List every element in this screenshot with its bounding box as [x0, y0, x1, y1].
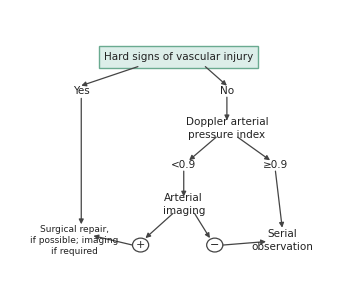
Text: Arterial
imaging: Arterial imaging	[163, 193, 205, 216]
Text: No: No	[220, 86, 234, 96]
FancyBboxPatch shape	[99, 46, 258, 68]
Text: −: −	[210, 240, 220, 250]
Text: ≥0.9: ≥0.9	[263, 160, 288, 170]
Text: Serial
observation: Serial observation	[251, 229, 313, 252]
Text: +: +	[136, 240, 145, 250]
Text: Hard signs of vascular injury: Hard signs of vascular injury	[104, 52, 253, 62]
Text: Surgical repair,
if possible; imaging
if required: Surgical repair, if possible; imaging if…	[30, 225, 119, 256]
Text: Yes: Yes	[73, 86, 90, 96]
Text: <0.9: <0.9	[171, 160, 196, 170]
Text: Doppler arterial
pressure index: Doppler arterial pressure index	[185, 117, 268, 140]
